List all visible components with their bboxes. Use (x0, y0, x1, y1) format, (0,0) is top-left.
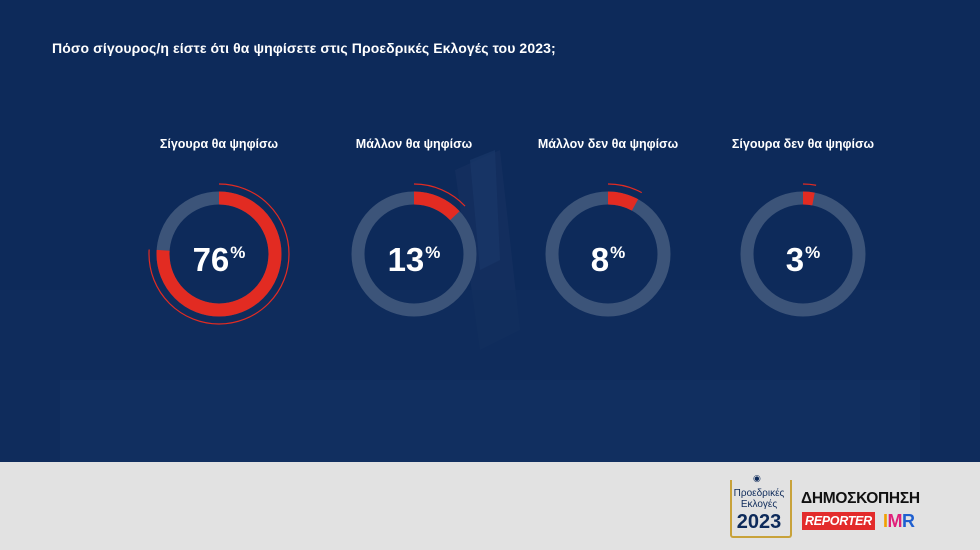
donut-item-2: Μάλλον θα ψηφίσω 13% (329, 137, 499, 337)
donut-chart-2 (343, 183, 485, 325)
donut-value-4: 3% (785, 241, 821, 278)
elections-logo-line1: Προεδρικές (733, 488, 785, 499)
survey-heading: ΔΗΜΟΣΚΟΠΗΣΗ (801, 490, 920, 507)
donut-value-3: 8% (590, 241, 626, 278)
presidential-elections-logo: ◉ Προεδρικές Εκλογές 2023 (724, 473, 794, 538)
outer-ring-4 (732, 183, 874, 325)
donut-chart-4 (732, 183, 874, 325)
donut-label-4: Σίγουρα δεν θα ψηφίσω (731, 137, 875, 151)
donut-item-1: Σίγουρα θα ψηφίσω 76% (134, 137, 304, 337)
donut-chart-1 (148, 183, 290, 325)
survey-logo: ΔΗΜΟΣΚΟΠΗΣΗ REPORTER IMR (801, 490, 933, 534)
outer-ring-2 (343, 183, 485, 325)
background-ballot-image (60, 380, 920, 462)
value-arc-1 (156, 191, 282, 317)
donut-chart-3 (537, 183, 679, 325)
ballot-box-slot (746, 476, 772, 484)
donut-label-1: Σίγουρα θα ψηφίσω (159, 137, 279, 151)
donut-label-2: Μάλλον θα ψηφίσω (355, 137, 473, 151)
outer-ring-3 (537, 183, 679, 325)
imr-logo: IMR (883, 511, 915, 531)
footer-bar (0, 462, 980, 550)
donut-item-4: Σίγουρα δεν θα ψηφίσω 3% (718, 137, 888, 337)
donut-value-2: 13% (387, 241, 441, 278)
value-arc-3 (545, 191, 671, 317)
value-arc-4 (740, 191, 866, 317)
donut-label-3: Μάλλον δεν θα ψηφίσω (537, 137, 679, 151)
chart-title: Πόσο σίγουρος/η είστε ότι θα ψηφίσετε στ… (52, 40, 556, 56)
reporter-logo: REPORTER (802, 512, 875, 530)
ballot-box-outline (730, 480, 792, 538)
outer-ring-1 (148, 183, 290, 325)
elections-logo-year: 2023 (736, 511, 782, 533)
ballot-icon: ◉ (753, 473, 761, 483)
value-arc-2 (351, 191, 477, 317)
donut-value-1: 76% (192, 241, 246, 278)
chart-slide: Πόσο σίγουρος/η είστε ότι θα ψηφίσετε στ… (0, 0, 980, 462)
elections-logo-line2: Εκλογές (740, 499, 778, 510)
donut-item-3: Μάλλον δεν θα ψηφίσω 8% (523, 137, 693, 337)
